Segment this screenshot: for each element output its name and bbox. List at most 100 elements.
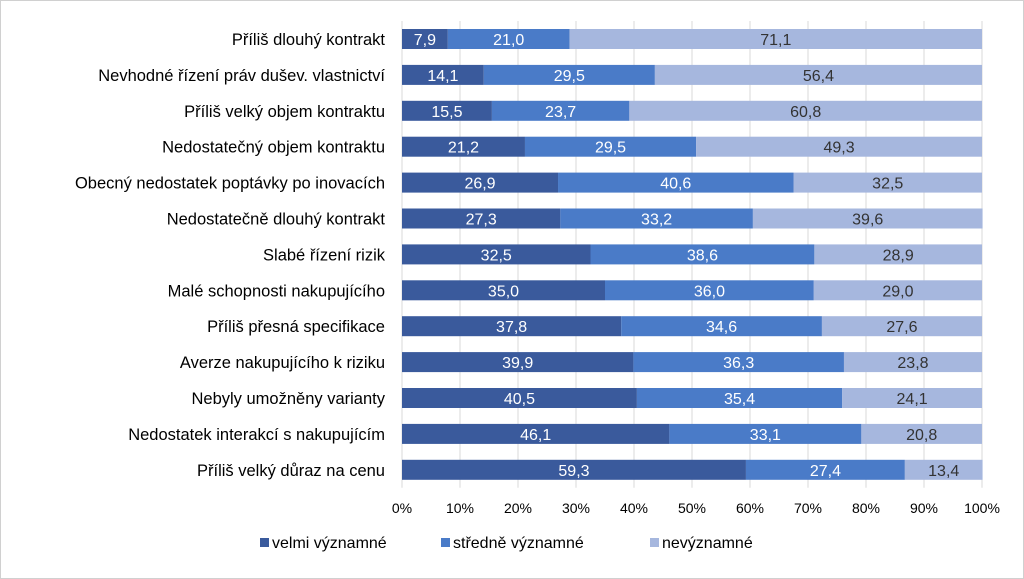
bar-segment bbox=[402, 459, 746, 480]
category-label: Slabé řízení rizik bbox=[263, 246, 386, 264]
x-axis-ticks: 0% 10% 20% 30% 40% 50% 60% 70% 80% 90% 100% bbox=[392, 500, 1000, 516]
x-tick-label: 30% bbox=[562, 500, 590, 516]
bar-segment bbox=[843, 352, 982, 373]
data-label: 32,5 bbox=[481, 247, 512, 264]
data-label: 33,2 bbox=[641, 212, 672, 229]
data-label: 40,6 bbox=[660, 176, 691, 193]
bar-segment bbox=[491, 100, 630, 121]
category-label: Příliš přesná specifikace bbox=[207, 318, 385, 336]
category-label: Nedostatečný objem kontraktu bbox=[162, 139, 385, 157]
bar-segment bbox=[524, 136, 697, 157]
x-tick-label: 100% bbox=[964, 500, 1000, 516]
data-label: 24,1 bbox=[897, 391, 928, 408]
bar-segment bbox=[402, 100, 492, 121]
data-label: 71,1 bbox=[760, 32, 791, 49]
legend: velmi významné středně významné nevýznamné bbox=[260, 535, 753, 552]
bar-segment bbox=[814, 244, 982, 265]
x-tick-label: 20% bbox=[504, 500, 532, 516]
legend-swatch bbox=[260, 538, 269, 547]
data-label: 49,3 bbox=[823, 140, 854, 157]
bar-segment bbox=[696, 136, 982, 157]
data-label: 14,1 bbox=[427, 68, 458, 85]
x-tick-label: 10% bbox=[446, 500, 474, 516]
bar-segment bbox=[569, 29, 982, 49]
data-label: 15,5 bbox=[431, 104, 462, 121]
bar-segment bbox=[402, 208, 561, 229]
data-label: 13,4 bbox=[928, 463, 959, 480]
bar-segment bbox=[904, 459, 983, 480]
category-label: Obecný nedostatek poptávky po inovacích bbox=[75, 175, 385, 193]
data-label: 60,8 bbox=[790, 104, 821, 121]
category-label: Nevhodné řízení práv dušev. vlastnictví bbox=[98, 67, 385, 85]
bar-segment bbox=[745, 459, 905, 480]
legend-label: nevýznamné bbox=[662, 535, 753, 552]
bar-segment bbox=[402, 316, 622, 337]
data-label: 29,5 bbox=[595, 140, 626, 157]
data-label: 28,9 bbox=[883, 247, 914, 264]
category-label: Nebyly umožněny varianty bbox=[191, 390, 385, 408]
bar-segment bbox=[813, 280, 982, 301]
data-label: 32,5 bbox=[872, 176, 903, 193]
data-label: 46,1 bbox=[520, 427, 551, 444]
bar-segment bbox=[402, 423, 670, 444]
bar-segment bbox=[402, 136, 525, 157]
data-label: 23,7 bbox=[545, 104, 576, 121]
bar-segment bbox=[654, 64, 982, 85]
category-label: Příliš velký objem kontraktu bbox=[184, 103, 385, 121]
bar-segment bbox=[633, 352, 844, 373]
data-label: 36,0 bbox=[694, 283, 725, 300]
bar-segment bbox=[402, 352, 634, 373]
bar-segment bbox=[793, 172, 982, 193]
x-tick-label: 90% bbox=[910, 500, 938, 516]
category-label: Příliš velký důraz na cenu bbox=[197, 462, 385, 480]
bar-segment bbox=[402, 29, 448, 49]
x-tick-label: 60% bbox=[736, 500, 764, 516]
bar-segment bbox=[402, 280, 605, 301]
data-label: 26,9 bbox=[464, 176, 495, 193]
data-label: 40,5 bbox=[504, 391, 535, 408]
x-tick-label: 40% bbox=[620, 500, 648, 516]
data-label: 33,1 bbox=[750, 427, 781, 444]
bar-segment bbox=[669, 423, 862, 444]
bar-segment bbox=[558, 172, 794, 193]
bar-segment bbox=[402, 172, 559, 193]
data-label: 29,5 bbox=[554, 68, 585, 85]
bar-segment bbox=[636, 388, 843, 408]
data-label: 38,6 bbox=[687, 247, 718, 264]
data-label: 37,8 bbox=[496, 319, 527, 336]
bar-segment bbox=[842, 388, 982, 408]
data-label: 27,4 bbox=[810, 463, 841, 480]
data-label: 7,9 bbox=[414, 32, 436, 49]
data-label: 34,6 bbox=[706, 319, 737, 336]
category-label: Nedostatek interakcí s nakupujícím bbox=[128, 426, 385, 444]
data-label: 21,2 bbox=[448, 140, 479, 157]
data-label: 39,6 bbox=[852, 212, 883, 229]
bar-segment bbox=[402, 388, 637, 408]
data-label: 39,9 bbox=[502, 355, 533, 372]
data-label: 23,8 bbox=[897, 355, 928, 372]
data-label: 35,0 bbox=[488, 283, 519, 300]
legend-label: velmi významné bbox=[272, 535, 387, 552]
bar-segment bbox=[861, 423, 982, 444]
x-tick-label: 70% bbox=[794, 500, 822, 516]
bar-segment bbox=[483, 64, 655, 85]
legend-label: středně významné bbox=[453, 535, 584, 552]
legend-swatch bbox=[441, 538, 450, 547]
bar-segment bbox=[621, 316, 822, 337]
category-label: Averze nakupujícího k riziku bbox=[180, 354, 385, 372]
data-label: 59,3 bbox=[558, 463, 589, 480]
x-tick-label: 80% bbox=[852, 500, 880, 516]
bar-segment bbox=[590, 244, 815, 265]
data-label: 29,0 bbox=[882, 283, 913, 300]
bar-segment bbox=[605, 280, 814, 301]
data-label: 35,4 bbox=[724, 391, 755, 408]
category-label: Malé schopnosti nakupujícího bbox=[168, 282, 385, 300]
bars: 7,9 21,0 71,1 14,1 29,5 56,4 15,5 23,7 60,8 21,2 2… bbox=[402, 29, 983, 480]
bar-segment bbox=[402, 244, 591, 265]
bar-segment bbox=[821, 316, 982, 337]
data-label: 20,8 bbox=[906, 427, 937, 444]
bar-segment bbox=[629, 100, 982, 121]
bar-segment bbox=[560, 208, 753, 229]
bar-segment bbox=[752, 208, 983, 229]
